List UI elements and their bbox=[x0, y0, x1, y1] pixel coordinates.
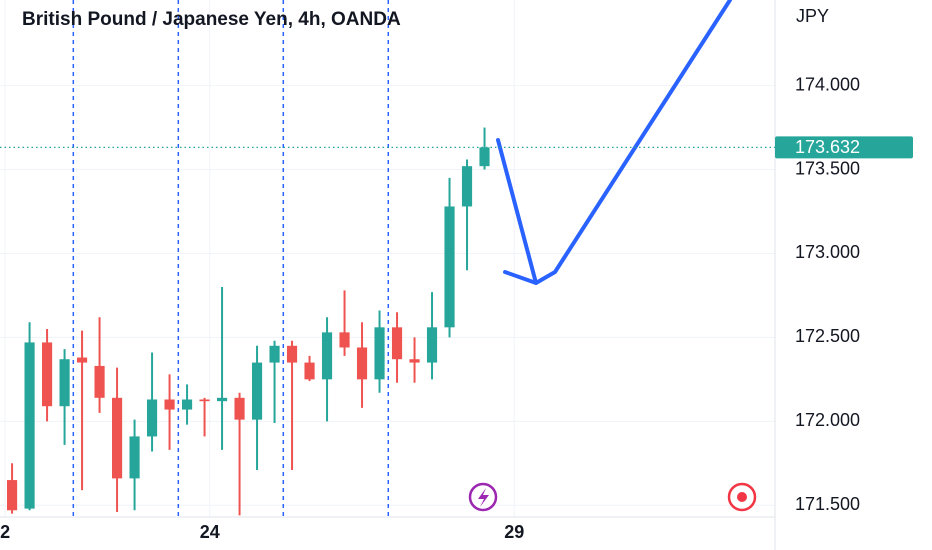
vertical-markers bbox=[72, 0, 390, 517]
unit-label: JPY bbox=[796, 6, 829, 26]
candle-body bbox=[164, 399, 175, 410]
candle-body bbox=[24, 342, 35, 509]
candle-body bbox=[426, 327, 438, 363]
y-tick-label: 172.500 bbox=[795, 326, 860, 346]
candle-body bbox=[76, 357, 88, 363]
y-tick-label: 171.500 bbox=[795, 494, 860, 514]
candle-body bbox=[6, 480, 18, 511]
candle-body bbox=[234, 397, 245, 420]
candle-body bbox=[94, 365, 105, 398]
x-tick-label: 2 bbox=[0, 522, 10, 542]
y-tick-label: 173.000 bbox=[795, 242, 860, 262]
candle-body bbox=[146, 399, 158, 437]
candle-body bbox=[269, 345, 280, 363]
candle-body bbox=[479, 147, 490, 167]
y-tick-label: 174.000 bbox=[795, 74, 860, 94]
candle-body bbox=[444, 206, 455, 328]
last-price-label: 173.632 bbox=[795, 137, 860, 157]
alert-icon[interactable] bbox=[468, 482, 498, 512]
x-tick-label: 29 bbox=[504, 522, 524, 542]
candle-body bbox=[286, 345, 298, 363]
candles bbox=[6, 127, 490, 516]
candle-body bbox=[251, 362, 263, 420]
candle-body bbox=[216, 397, 228, 402]
chart-title: British Pound / Japanese Yen, 4h, OANDA bbox=[22, 9, 401, 30]
candle-body bbox=[461, 166, 473, 207]
alert-bolt[interactable] bbox=[478, 488, 489, 507]
candle-body bbox=[374, 327, 385, 380]
last-price-badge bbox=[775, 136, 913, 159]
candle-body bbox=[339, 332, 350, 348]
candle-body bbox=[391, 327, 403, 360]
candle-body bbox=[59, 359, 70, 407]
x-tick-label: 24 bbox=[200, 522, 220, 542]
candle-body bbox=[41, 342, 53, 407]
candle-body bbox=[181, 399, 193, 410]
drawn-arrow bbox=[496, 0, 732, 285]
candle-body bbox=[111, 397, 123, 479]
candle-body bbox=[409, 359, 420, 363]
candle-body bbox=[129, 436, 140, 479]
y-tick-label: 172.000 bbox=[795, 410, 860, 430]
record-dot[interactable] bbox=[737, 492, 747, 502]
candle-body bbox=[304, 362, 315, 380]
candle-body bbox=[356, 347, 368, 380]
candle-body bbox=[321, 332, 333, 380]
candle-body bbox=[199, 399, 210, 402]
record-icon[interactable] bbox=[727, 482, 757, 512]
y-tick-label: 173.500 bbox=[795, 158, 860, 178]
grid bbox=[0, 0, 775, 517]
